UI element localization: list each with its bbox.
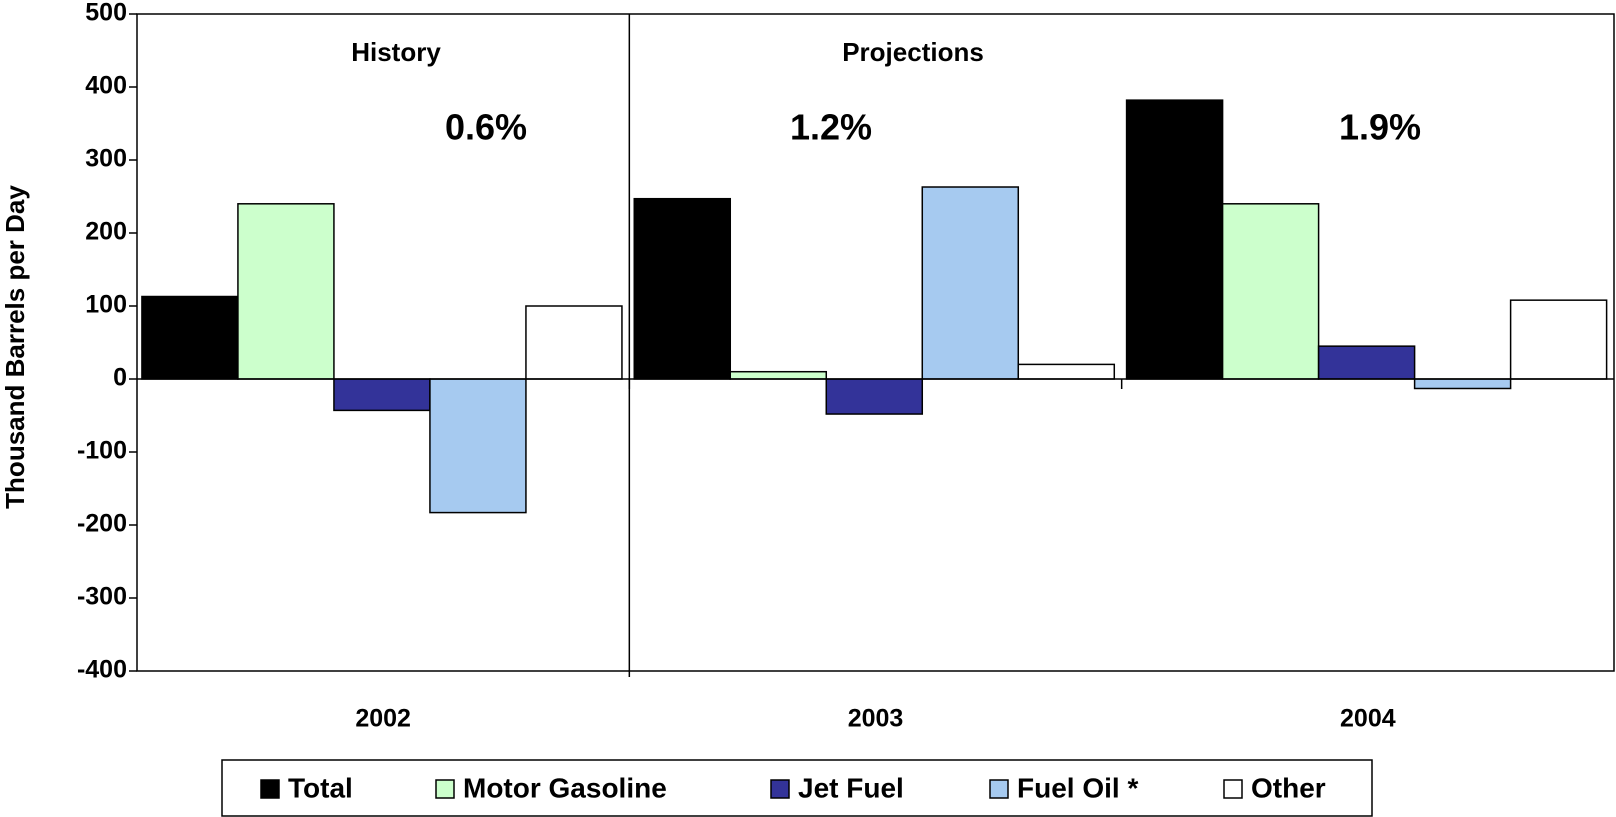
- annotation: 1.2%: [790, 107, 872, 148]
- bar: [1509, 299, 1608, 380]
- bar: [633, 197, 732, 380]
- x-tick-label: 2004: [1340, 705, 1396, 733]
- bar: [237, 203, 335, 380]
- bar: [1125, 99, 1224, 380]
- y-tick-label: -400: [77, 656, 127, 684]
- legend-label: Jet Fuel: [798, 772, 904, 803]
- y-tick-label: -200: [77, 510, 127, 538]
- bar: [1413, 378, 1512, 390]
- x-tick-label: 2003: [848, 705, 904, 733]
- x-tick-label: 2002: [355, 705, 411, 733]
- bar: [825, 378, 924, 415]
- bar: [141, 295, 239, 380]
- bar: [729, 370, 828, 380]
- bar: [333, 378, 431, 412]
- annotation: 1.9%: [1339, 107, 1421, 148]
- bar: [525, 305, 623, 380]
- y-tick-label: -100: [77, 437, 127, 465]
- bar: [1221, 203, 1320, 380]
- legend-label: Other: [1251, 772, 1326, 803]
- plot-frame: [136, 13, 1615, 672]
- y-axis-title: Thousand Barrels per Day: [0, 185, 30, 509]
- bar: [921, 186, 1020, 380]
- legend-label: Fuel Oil *: [1017, 772, 1138, 803]
- y-tick-label: 100: [85, 291, 127, 319]
- annotation: Projections: [842, 37, 984, 67]
- y-tick-label: 0: [113, 364, 127, 392]
- legend-swatch: [989, 779, 1009, 799]
- y-tick-label: 500: [85, 0, 127, 27]
- y-tick-label: -300: [77, 583, 127, 611]
- annotation: 0.6%: [445, 107, 527, 148]
- y-tick-label: 200: [85, 218, 127, 246]
- y-tick-label: 300: [85, 145, 127, 173]
- legend-swatch: [770, 779, 790, 799]
- legend-box: [221, 759, 1373, 817]
- legend-swatch: [1223, 779, 1243, 799]
- legend-label: Total: [288, 772, 353, 803]
- bar: [1017, 363, 1116, 380]
- y-tick-label: 400: [85, 72, 127, 100]
- legend-label: Motor Gasoline: [463, 772, 667, 803]
- annotation: History: [351, 37, 441, 67]
- legend-swatch: [435, 779, 455, 799]
- bar: [1317, 345, 1416, 380]
- legend-swatch: [260, 779, 280, 799]
- bar: [429, 378, 527, 514]
